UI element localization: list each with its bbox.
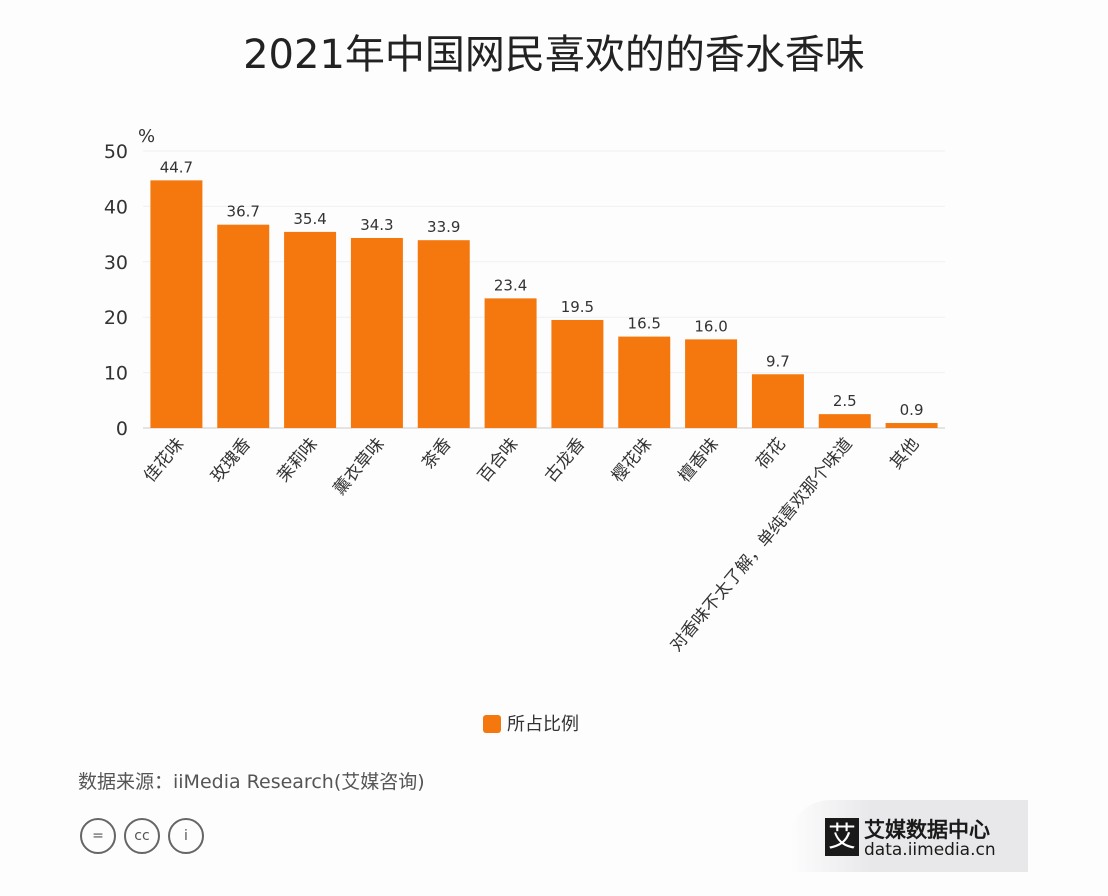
chart-title: 2021年中国网民喜欢的的香水香味 — [243, 32, 865, 78]
logo-url: data.iimedia.cn — [864, 840, 996, 860]
data-label: 0.9 — [900, 401, 924, 419]
data-label: 36.7 — [227, 203, 260, 221]
logo-name: 艾媒数据中心 — [864, 818, 990, 842]
data-label: 2.5 — [833, 392, 857, 410]
by-icon: i — [168, 818, 204, 854]
bar — [885, 423, 938, 428]
data-label: 23.4 — [494, 276, 527, 294]
data-label: 9.7 — [766, 352, 790, 370]
data-label: 16.5 — [628, 315, 661, 333]
bar — [417, 240, 470, 428]
bar-chart: 0 10 20 30 40 50% 44.7 佳花味 36.7 玫瑰香 35.4 茉莉味 34.3 薰衣草… — [104, 126, 945, 735]
y-tick-label: 20 — [104, 307, 128, 329]
y-axis-unit: % — [138, 126, 155, 147]
legend-swatch — [483, 715, 501, 733]
bar — [350, 237, 403, 428]
logo-mark: 艾 — [825, 818, 859, 856]
x-tick-label: 玫瑰香 — [207, 434, 255, 486]
nd-icon: = — [80, 818, 116, 854]
data-source: 数据来源：iiMedia Research(艾媒咨询) — [78, 771, 425, 793]
x-tick-label: 荷花 — [753, 434, 790, 473]
data-label: 44.7 — [160, 158, 193, 176]
x-tick-label: 佳花味 — [140, 434, 188, 486]
bar — [484, 298, 537, 428]
bar — [551, 319, 604, 428]
x-tick-label: 薰衣草味 — [330, 434, 389, 499]
x-tick-label: 茶香 — [418, 434, 455, 473]
bar — [284, 231, 337, 428]
bar — [217, 224, 270, 428]
legend-label: 所占比例 — [507, 714, 579, 735]
x-tick-label: 檀香味 — [675, 434, 723, 486]
x-tick-label: 茉莉味 — [274, 434, 322, 486]
y-tick-label: 10 — [104, 363, 128, 385]
y-tick-label: 30 — [104, 252, 128, 274]
x-tick-label: 樱花味 — [608, 434, 656, 486]
y-tick-label: 50 — [104, 141, 128, 163]
y-tick-label: 40 — [104, 196, 128, 218]
y-tick-label: 0 — [116, 418, 128, 440]
bar — [150, 180, 203, 428]
cc-icon: cc — [124, 818, 160, 854]
data-label: 19.5 — [561, 298, 594, 316]
data-label: 34.3 — [360, 216, 393, 234]
bar — [685, 339, 738, 428]
bar — [818, 414, 871, 428]
data-label: 16.0 — [694, 317, 727, 335]
x-tick-label: 古龙香 — [541, 434, 589, 486]
x-tick-label: 其他 — [886, 434, 923, 473]
bar — [751, 374, 804, 428]
data-label: 35.4 — [293, 210, 326, 228]
bar — [618, 336, 671, 428]
data-label: 33.9 — [427, 218, 460, 236]
x-tick-label: 百合味 — [474, 434, 522, 486]
